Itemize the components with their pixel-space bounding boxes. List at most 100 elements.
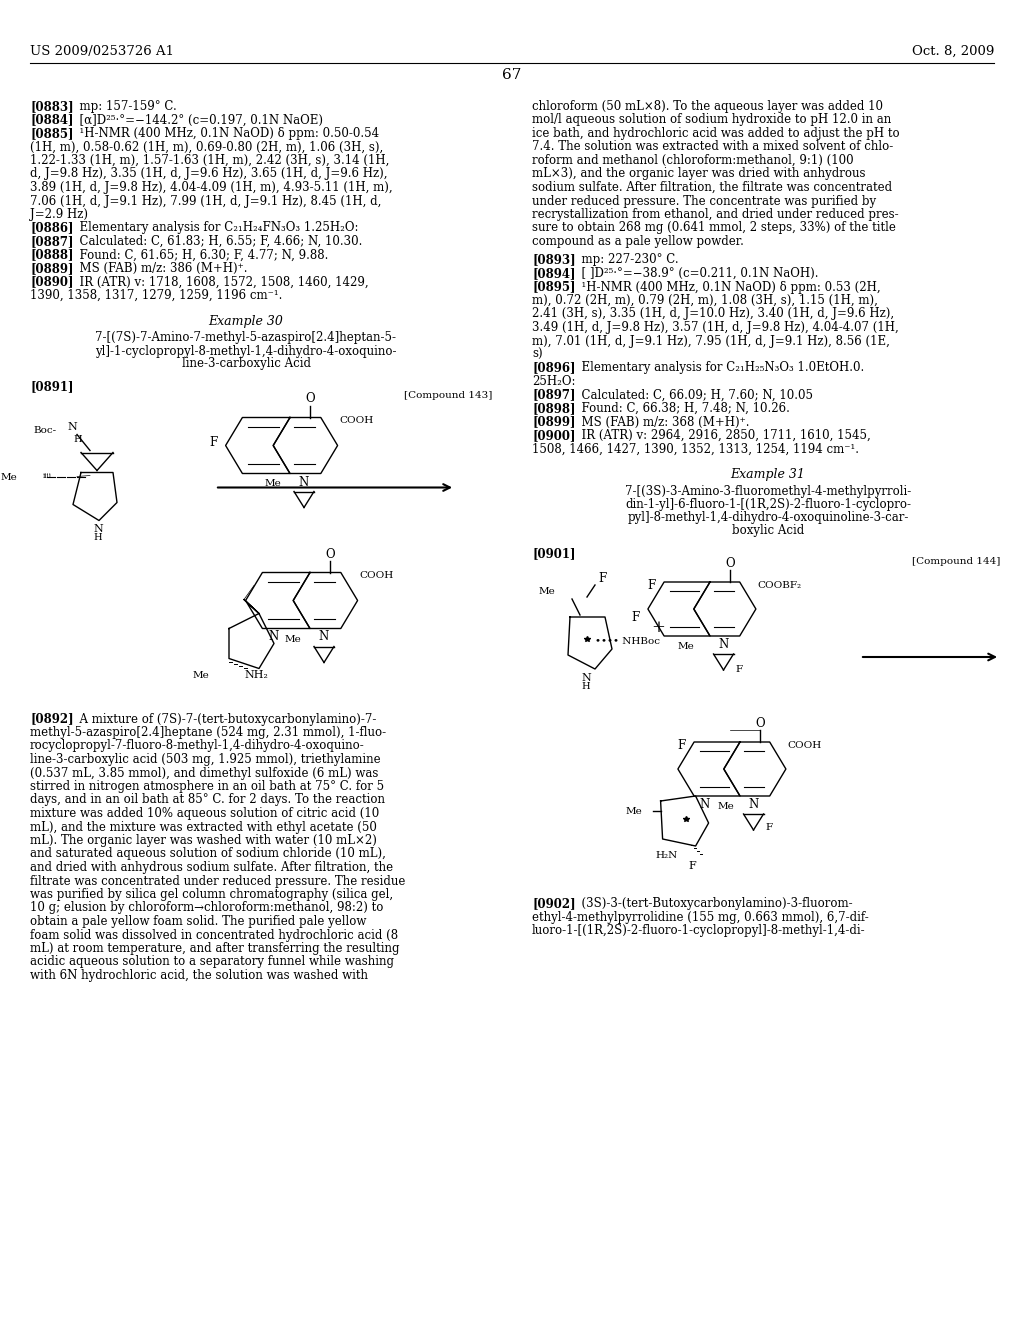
Text: mp: 157-159° C.: mp: 157-159° C.: [72, 100, 177, 114]
Text: 7-[(7S)-7-Amino-7-methyl-5-azaspiro[2.4]heptan-5-: 7-[(7S)-7-Amino-7-methyl-5-azaspiro[2.4]…: [95, 331, 396, 345]
Text: iiii: iiii: [43, 471, 52, 479]
Text: Elementary analysis for C₂₁H₂₄FN₃O₃ 1.25H₂O:: Elementary analysis for C₂₁H₂₄FN₃O₃ 1.25…: [72, 222, 358, 235]
Text: H₂N: H₂N: [655, 851, 678, 861]
Text: luoro-1-[(1R,2S)-2-fluoro-1-cyclopropyl]-8-methyl-1,4-di-: luoro-1-[(1R,2S)-2-fluoro-1-cyclopropyl]…: [532, 924, 865, 937]
Text: COOH: COOH: [787, 742, 821, 751]
Text: acidic aqueous solution to a separatory funnel while washing: acidic aqueous solution to a separatory …: [30, 956, 394, 969]
Text: 7-[(3S)-3-Amino-3-fluoromethyl-4-methylpyrroli-: 7-[(3S)-3-Amino-3-fluoromethyl-4-methylp…: [625, 484, 911, 498]
Text: compound as a pale yellow powder.: compound as a pale yellow powder.: [532, 235, 743, 248]
Text: IR (ATR) v: 2964, 2916, 2850, 1711, 1610, 1545,: IR (ATR) v: 2964, 2916, 2850, 1711, 1610…: [574, 429, 870, 442]
Text: din-1-yl]-6-fluoro-1-[(1R,2S)-2-fluoro-1-cyclopro-: din-1-yl]-6-fluoro-1-[(1R,2S)-2-fluoro-1…: [625, 498, 911, 511]
Text: obtain a pale yellow foam solid. The purified pale yellow: obtain a pale yellow foam solid. The pur…: [30, 915, 367, 928]
Text: 3.89 (1H, d, J=9.8 Hz), 4.04-4.09 (1H, m), 4.93-5.11 (1H, m),: 3.89 (1H, d, J=9.8 Hz), 4.04-4.09 (1H, m…: [30, 181, 392, 194]
Text: (1H, m), 0.58-0.62 (1H, m), 0.69-0.80 (2H, m), 1.06 (3H, s),: (1H, m), 0.58-0.62 (1H, m), 0.69-0.80 (2…: [30, 140, 383, 153]
Text: Me: Me: [265, 479, 282, 488]
Text: [0891]: [0891]: [30, 380, 74, 393]
Text: days, and in an oil bath at 85° C. for 2 days. To the reaction: days, and in an oil bath at 85° C. for 2…: [30, 793, 385, 807]
Text: ¹H-NMR (400 MHz, 0.1N NaOD) δ ppm: 0.50-0.54: ¹H-NMR (400 MHz, 0.1N NaOD) δ ppm: 0.50-…: [72, 127, 379, 140]
Text: MS (FAB) m/z: 386 (M+H)⁺.: MS (FAB) m/z: 386 (M+H)⁺.: [72, 261, 248, 275]
Text: 1508, 1466, 1427, 1390, 1352, 1313, 1254, 1194 cm⁻¹.: 1508, 1466, 1427, 1390, 1352, 1313, 1254…: [532, 442, 859, 455]
Text: mp: 227-230° C.: mp: 227-230° C.: [574, 253, 679, 267]
Text: and saturated aqueous solution of sodium chloride (10 mL),: and saturated aqueous solution of sodium…: [30, 847, 386, 861]
Text: [0893]: [0893]: [532, 253, 575, 267]
Text: F: F: [648, 578, 656, 591]
Text: [0892]: [0892]: [30, 713, 74, 726]
Text: yl]-1-cyclopropyl-8-methyl-1,4-dihydro-4-oxoquino-: yl]-1-cyclopropyl-8-methyl-1,4-dihydro-4…: [95, 345, 396, 358]
Text: Me: Me: [193, 671, 209, 680]
Text: IR (ATR) v: 1718, 1608, 1572, 1508, 1460, 1429,: IR (ATR) v: 1718, 1608, 1572, 1508, 1460…: [72, 276, 369, 289]
Text: 1390, 1358, 1317, 1279, 1259, 1196 cm⁻¹.: 1390, 1358, 1317, 1279, 1259, 1196 cm⁻¹.: [30, 289, 283, 302]
Text: [0895]: [0895]: [532, 281, 575, 293]
Text: F: F: [766, 824, 773, 833]
Text: line-3-carboxylic Acid: line-3-carboxylic Acid: [181, 358, 310, 371]
Text: [0901]: [0901]: [532, 546, 575, 560]
Text: H: H: [93, 532, 102, 541]
Text: F: F: [632, 611, 640, 623]
Text: ethyl-4-methylpyrrolidine (155 mg, 0.663 mmol), 6,7-dif-: ethyl-4-methylpyrrolidine (155 mg, 0.663…: [532, 911, 868, 924]
Text: Me: Me: [718, 803, 734, 810]
Text: 2.41 (3H, s), 3.35 (1H, d, J=10.0 Hz), 3.40 (1H, d, J=9.6 Hz),: 2.41 (3H, s), 3.35 (1H, d, J=10.0 Hz), 3…: [532, 308, 894, 321]
Text: O: O: [725, 557, 735, 570]
Text: N: N: [67, 422, 77, 433]
Text: 3.49 (1H, d, J=9.8 Hz), 3.57 (1H, d, J=9.8 Hz), 4.04-4.07 (1H,: 3.49 (1H, d, J=9.8 Hz), 3.57 (1H, d, J=9…: [532, 321, 899, 334]
Text: [0888]: [0888]: [30, 248, 74, 261]
Text: recrystallization from ethanol, and dried under reduced pres-: recrystallization from ethanol, and drie…: [532, 209, 899, 220]
Text: stirred in nitrogen atmosphere in an oil bath at 75° C. for 5: stirred in nitrogen atmosphere in an oil…: [30, 780, 384, 793]
Text: Me: Me: [626, 807, 643, 816]
Text: Example 30: Example 30: [209, 314, 284, 327]
Text: [0897]: [0897]: [532, 388, 575, 401]
Text: ¹H-NMR (400 MHz, 0.1N NaOD) δ ppm: 0.53 (2H,: ¹H-NMR (400 MHz, 0.1N NaOD) δ ppm: 0.53 …: [574, 281, 881, 293]
Text: J=2.9 Hz): J=2.9 Hz): [30, 209, 88, 220]
Text: N: N: [719, 638, 729, 651]
Text: Calculated: C, 66.09; H, 7.60; N, 10.05: Calculated: C, 66.09; H, 7.60; N, 10.05: [574, 388, 813, 401]
Text: [0884]: [0884]: [30, 114, 74, 127]
Text: (0.537 mL, 3.85 mmol), and dimethyl sulfoxide (6 mL) was: (0.537 mL, 3.85 mmol), and dimethyl sulf…: [30, 767, 379, 780]
Text: Calculated: C, 61.83; H, 6.55; F, 4.66; N, 10.30.: Calculated: C, 61.83; H, 6.55; F, 4.66; …: [72, 235, 362, 248]
Text: [0898]: [0898]: [532, 403, 575, 414]
Text: Oct. 8, 2009: Oct. 8, 2009: [911, 45, 994, 58]
Text: mL), and the mixture was extracted with ethyl acetate (50: mL), and the mixture was extracted with …: [30, 821, 377, 833]
Text: F: F: [689, 861, 696, 871]
Text: 1.22-1.33 (1H, m), 1.57-1.63 (1H, m), 2.42 (3H, s), 3.14 (1H,: 1.22-1.33 (1H, m), 1.57-1.63 (1H, m), 2.…: [30, 154, 389, 168]
Text: was purified by silica gel column chromatography (silica gel,: was purified by silica gel column chroma…: [30, 888, 393, 902]
Text: Found: C, 61.65; H, 6.30; F, 4.77; N, 9.88.: Found: C, 61.65; H, 6.30; F, 4.77; N, 9.…: [72, 248, 329, 261]
Text: (3S)-3-(tert-Butoxycarbonylamino)-3-fluorom-: (3S)-3-(tert-Butoxycarbonylamino)-3-fluo…: [574, 898, 853, 909]
Text: ice bath, and hydrochloric acid was added to adjust the pH to: ice bath, and hydrochloric acid was adde…: [532, 127, 900, 140]
Text: N: N: [699, 799, 710, 810]
Text: mol/l aqueous solution of sodium hydroxide to pH 12.0 in an: mol/l aqueous solution of sodium hydroxi…: [532, 114, 891, 127]
Text: m), 0.72 (2H, m), 0.79 (2H, m), 1.08 (3H, s), 1.15 (1H, m),: m), 0.72 (2H, m), 0.79 (2H, m), 1.08 (3H…: [532, 294, 878, 308]
Text: H: H: [582, 682, 590, 690]
Text: foam solid was dissolved in concentrated hydrochloric acid (8: foam solid was dissolved in concentrated…: [30, 928, 398, 941]
Text: line-3-carboxylic acid (503 mg, 1.925 mmol), triethylamine: line-3-carboxylic acid (503 mg, 1.925 mm…: [30, 752, 381, 766]
Text: COOH: COOH: [339, 416, 374, 425]
Text: [0899]: [0899]: [532, 416, 575, 429]
Text: and dried with anhydrous sodium sulfate. After filtration, the: and dried with anhydrous sodium sulfate.…: [30, 861, 393, 874]
Text: under reduced pressure. The concentrate was purified by: under reduced pressure. The concentrate …: [532, 194, 877, 207]
Text: chloroform (50 mL×8). To the aqueous layer was added 10: chloroform (50 mL×8). To the aqueous lay…: [532, 100, 883, 114]
Text: sure to obtain 268 mg (0.641 mmol, 2 steps, 33%) of the title: sure to obtain 268 mg (0.641 mmol, 2 ste…: [532, 222, 896, 235]
Text: F: F: [209, 436, 217, 449]
Text: 7.4. The solution was extracted with a mixed solvent of chlo-: 7.4. The solution was extracted with a m…: [532, 140, 893, 153]
Text: mixture was added 10% aqueous solution of citric acid (10: mixture was added 10% aqueous solution o…: [30, 807, 379, 820]
Text: [Compound 143]: [Compound 143]: [403, 391, 492, 400]
Text: Me: Me: [539, 587, 555, 597]
Text: F: F: [735, 665, 742, 675]
Text: [0894]: [0894]: [532, 267, 575, 280]
Text: mL×3), and the organic layer was dried with anhydrous: mL×3), and the organic layer was dried w…: [532, 168, 865, 181]
Text: Example 31: Example 31: [730, 469, 806, 480]
Text: Me: Me: [0, 473, 17, 482]
Text: MS (FAB) m/z: 368 (M+H)⁺.: MS (FAB) m/z: 368 (M+H)⁺.: [574, 416, 750, 429]
Text: N: N: [318, 631, 329, 644]
Text: m), 7.01 (1H, d, J=9.1 Hz), 7.95 (1H, d, J=9.1 Hz), 8.56 (1E,: m), 7.01 (1H, d, J=9.1 Hz), 7.95 (1H, d,…: [532, 334, 890, 347]
Text: [α]D²⁵·°=−144.2° (c=0.197, 0.1N NaOE): [α]D²⁵·°=−144.2° (c=0.197, 0.1N NaOE): [72, 114, 323, 127]
Text: mL). The organic layer was washed with water (10 mL×2): mL). The organic layer was washed with w…: [30, 834, 377, 847]
Text: Me: Me: [285, 635, 302, 644]
Text: [ ]D²⁵·°=−38.9° (c=0.211, 0.1N NaOH).: [ ]D²⁵·°=−38.9° (c=0.211, 0.1N NaOH).: [574, 267, 818, 280]
Text: [0887]: [0887]: [30, 235, 74, 248]
Text: sodium sulfate. After filtration, the filtrate was concentrated: sodium sulfate. After filtration, the fi…: [532, 181, 892, 194]
Text: 7.06 (1H, d, J=9.1 Hz), 7.99 (1H, d, J=9.1 Hz), 8.45 (1H, d,: 7.06 (1H, d, J=9.1 Hz), 7.99 (1H, d, J=9…: [30, 194, 381, 207]
Text: Elementary analysis for C₂₁H₂₅N₃O₃ 1.0EtOH.0.: Elementary analysis for C₂₁H₂₅N₃O₃ 1.0Et…: [574, 362, 864, 375]
Text: rocyclopropyl-7-fluoro-8-methyl-1,4-dihydro-4-oxoquino-: rocyclopropyl-7-fluoro-8-methyl-1,4-dihy…: [30, 739, 365, 752]
Text: COOH: COOH: [359, 572, 393, 579]
Text: mL) at room temperature, and after transferring the resulting: mL) at room temperature, and after trans…: [30, 942, 399, 954]
